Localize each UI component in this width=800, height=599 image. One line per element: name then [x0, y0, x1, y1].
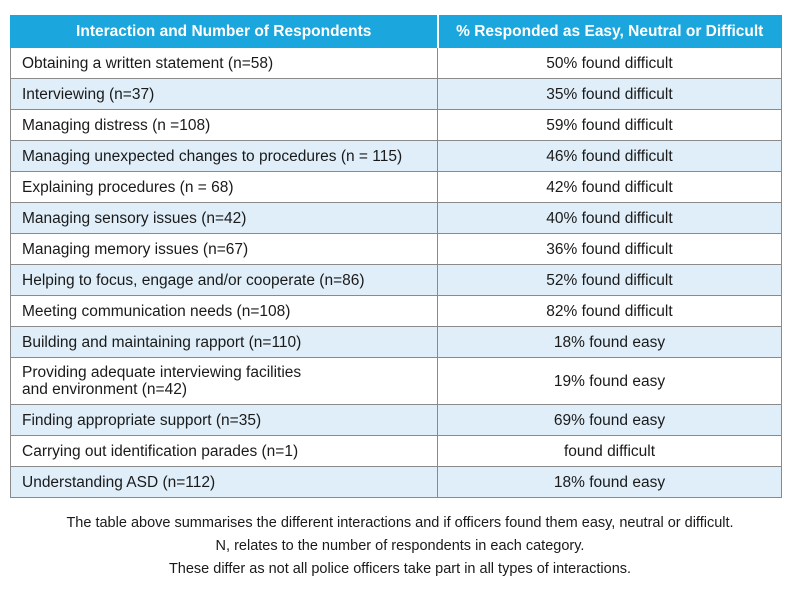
response-cell: 59% found difficult — [437, 109, 782, 141]
interaction-cell: Meeting communication needs (n=108) — [10, 295, 438, 327]
response-cell: 50% found difficult — [437, 47, 782, 79]
header-response: % Responded as Easy, Neutral or Difficul… — [436, 15, 782, 48]
table-row: Providing adequate interviewing faciliti… — [10, 357, 782, 405]
response-cell: 69% found easy — [437, 404, 782, 436]
response-cell: 19% found easy — [437, 357, 782, 405]
table-row: Finding appropriate support (n=35) 69% f… — [10, 404, 782, 436]
interaction-cell: Finding appropriate support (n=35) — [10, 404, 438, 436]
table-row: Interviewing (n=37) 35% found difficult — [10, 78, 782, 110]
caption-line: These differ as not all police officers … — [168, 561, 632, 577]
response-cell: 35% found difficult — [437, 78, 782, 110]
interaction-cell: Building and maintaining rapport (n=110) — [10, 326, 438, 358]
table-row: Carrying out identification parades (n=1… — [10, 435, 782, 467]
interaction-cell: Managing memory issues (n=67) — [10, 233, 438, 265]
interaction-cell: Carrying out identification parades (n=1… — [10, 435, 438, 467]
interaction-cell: Understanding ASD (n=112) — [10, 466, 438, 498]
interaction-cell: Providing adequate interviewing faciliti… — [10, 357, 438, 405]
interaction-cell: Managing distress (n =108) — [10, 109, 438, 141]
table-caption: The table above summarises the different… — [0, 512, 800, 581]
caption-line: N, relates to the number of respondents … — [215, 538, 585, 554]
interaction-line: and environment (n=42) — [22, 381, 188, 398]
response-cell: 42% found difficult — [437, 171, 782, 203]
caption-line: The table above summarises the different… — [66, 515, 734, 531]
header-interaction: Interaction and Number of Respondents — [10, 15, 438, 48]
response-cell: found difficult — [437, 435, 782, 467]
response-cell: 82% found difficult — [437, 295, 782, 327]
table-row: Helping to focus, engage and/or cooperat… — [10, 264, 782, 296]
table-row: Managing unexpected changes to procedure… — [10, 140, 782, 172]
table-row: Understanding ASD (n=112) 18% found easy — [10, 466, 782, 498]
table-row: Managing sensory issues (n=42) 40% found… — [10, 202, 782, 234]
interaction-cell: Managing unexpected changes to procedure… — [10, 140, 438, 172]
interaction-cell: Managing sensory issues (n=42) — [10, 202, 438, 234]
interaction-line: Providing adequate interviewing faciliti… — [22, 364, 302, 381]
table-row: Managing memory issues (n=67) 36% found … — [10, 233, 782, 265]
table-row: Managing distress (n =108) 59% found dif… — [10, 109, 782, 141]
interaction-cell: Explaining procedures (n = 68) — [10, 171, 438, 203]
response-cell: 18% found easy — [437, 466, 782, 498]
response-cell: 46% found difficult — [437, 140, 782, 172]
interactions-table: Interaction and Number of Respondents % … — [10, 15, 782, 498]
response-cell: 52% found difficult — [437, 264, 782, 296]
table-row: Explaining procedures (n = 68) 42% found… — [10, 171, 782, 203]
table-row: Meeting communication needs (n=108) 82% … — [10, 295, 782, 327]
interaction-cell: Helping to focus, engage and/or cooperat… — [10, 264, 438, 296]
table-row: Obtaining a written statement (n=58) 50%… — [10, 47, 782, 79]
table-header-row: Interaction and Number of Respondents % … — [10, 15, 782, 48]
response-cell: 18% found easy — [437, 326, 782, 358]
response-cell: 40% found difficult — [437, 202, 782, 234]
response-cell: 36% found difficult — [437, 233, 782, 265]
table-row: Building and maintaining rapport (n=110)… — [10, 326, 782, 358]
interaction-cell: Interviewing (n=37) — [10, 78, 438, 110]
interaction-cell: Obtaining a written statement (n=58) — [10, 47, 438, 79]
